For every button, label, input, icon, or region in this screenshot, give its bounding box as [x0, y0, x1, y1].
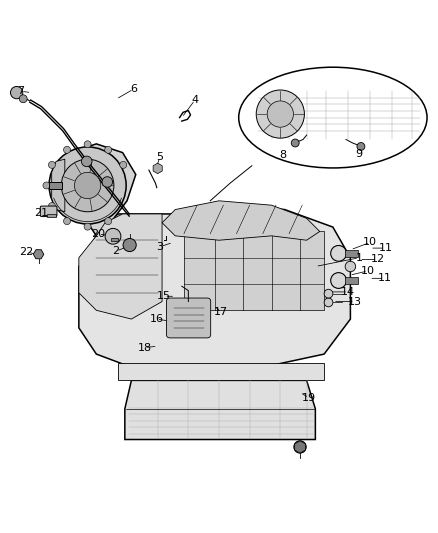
FancyBboxPatch shape [166, 298, 211, 338]
FancyBboxPatch shape [40, 206, 57, 216]
Text: 2: 2 [113, 246, 120, 256]
Circle shape [81, 156, 92, 167]
Text: 18: 18 [138, 343, 152, 352]
Polygon shape [57, 144, 136, 236]
Text: 20: 20 [92, 229, 106, 239]
Circle shape [291, 139, 299, 147]
Circle shape [294, 441, 306, 453]
FancyBboxPatch shape [49, 182, 62, 189]
Circle shape [84, 141, 91, 148]
Circle shape [74, 172, 101, 199]
Polygon shape [118, 363, 324, 381]
Circle shape [105, 147, 112, 154]
Text: 21: 21 [35, 208, 49, 218]
Circle shape [49, 161, 56, 168]
Polygon shape [162, 201, 320, 240]
Text: 19: 19 [302, 393, 316, 403]
Text: 5: 5 [156, 152, 163, 162]
Text: 12: 12 [371, 254, 385, 264]
Circle shape [267, 101, 293, 127]
Text: 13: 13 [348, 296, 362, 306]
Text: 10: 10 [363, 237, 377, 247]
FancyBboxPatch shape [345, 250, 358, 257]
Text: 3: 3 [156, 242, 163, 252]
Text: 4: 4 [191, 95, 198, 105]
Polygon shape [79, 205, 350, 367]
Circle shape [120, 161, 127, 168]
Text: 17: 17 [214, 308, 228, 318]
Circle shape [61, 159, 114, 212]
Circle shape [256, 90, 304, 138]
Circle shape [357, 142, 365, 150]
Circle shape [123, 238, 136, 252]
Polygon shape [79, 214, 162, 319]
Text: 22: 22 [19, 247, 33, 257]
FancyBboxPatch shape [111, 238, 118, 241]
Text: 14: 14 [341, 287, 355, 297]
Circle shape [11, 86, 23, 99]
Text: 8: 8 [279, 150, 286, 160]
Circle shape [49, 203, 56, 209]
Text: 10: 10 [361, 266, 375, 276]
Polygon shape [184, 231, 324, 310]
Circle shape [84, 223, 91, 230]
Circle shape [105, 229, 121, 244]
Ellipse shape [239, 67, 427, 168]
Circle shape [102, 177, 113, 187]
Text: 6: 6 [130, 84, 137, 94]
Text: 1: 1 [356, 253, 363, 263]
Circle shape [331, 246, 346, 261]
Circle shape [105, 217, 112, 224]
Text: 11: 11 [378, 243, 392, 253]
Circle shape [43, 182, 50, 189]
Circle shape [331, 273, 346, 288]
Circle shape [64, 217, 71, 224]
Circle shape [345, 261, 356, 272]
Polygon shape [125, 381, 315, 440]
Circle shape [64, 147, 71, 154]
FancyBboxPatch shape [47, 214, 56, 217]
Text: 7: 7 [18, 86, 25, 96]
Text: 15: 15 [157, 291, 171, 301]
Text: 16: 16 [149, 314, 163, 324]
Circle shape [324, 298, 333, 307]
Text: 11: 11 [378, 273, 392, 284]
Polygon shape [52, 159, 65, 212]
Circle shape [49, 147, 126, 224]
Circle shape [324, 289, 333, 298]
FancyBboxPatch shape [345, 277, 358, 284]
Circle shape [19, 95, 27, 103]
Text: 9: 9 [356, 149, 363, 159]
